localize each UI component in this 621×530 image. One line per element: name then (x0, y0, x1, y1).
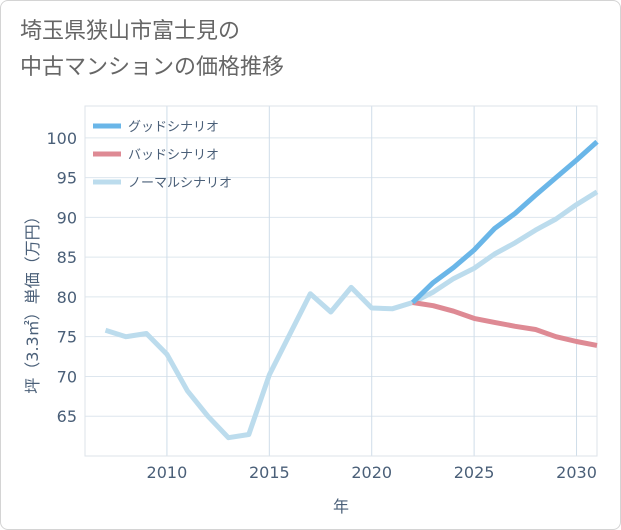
y-tick-label: 75 (57, 328, 77, 347)
x-axis-label: 年 (333, 497, 349, 516)
legend-label: バッドシナリオ (128, 148, 219, 163)
series-line-3 (104, 189, 599, 441)
x-tick-label: 2020 (351, 463, 392, 482)
x-axis-tick-labels: 2010 2015 2020 2025 2030 (147, 463, 597, 482)
x-tick-label: 2025 (454, 463, 495, 482)
y-tick-label: 95 (57, 169, 77, 188)
series-lines (104, 139, 599, 441)
y-tick-label: 80 (57, 288, 77, 307)
chart-title-line-2: 中古マンションの価格推移 (20, 55, 285, 80)
y-tick-label: 70 (57, 367, 77, 386)
legend-label: ノーマルシナリオ (128, 176, 232, 191)
y-axis-tick-labels: 65 70 75 80 85 90 95 100 (46, 129, 77, 426)
legend-label: グッドシナリオ (128, 120, 219, 135)
y-tick-label: 100 (46, 129, 77, 148)
chart-title: 埼玉県狭山市富士見の 中古マンションの価格推移 (20, 14, 284, 86)
y-tick-label: 85 (57, 248, 77, 267)
series-line-2 (412, 300, 598, 348)
plot-area-border (84, 105, 598, 457)
series-line-1 (410, 139, 599, 305)
y-tick-label: 90 (57, 208, 77, 227)
x-tick-label: 2030 (556, 463, 597, 482)
x-tick-label: 2015 (249, 463, 290, 482)
chart-title-line-1: 埼玉県狭山市富士見の (20, 19, 241, 44)
x-tick-label: 2010 (147, 463, 188, 482)
y-axis-label: 坪（3.3㎡）単価（万円） (23, 208, 42, 393)
y-tick-label: 65 (57, 407, 77, 426)
